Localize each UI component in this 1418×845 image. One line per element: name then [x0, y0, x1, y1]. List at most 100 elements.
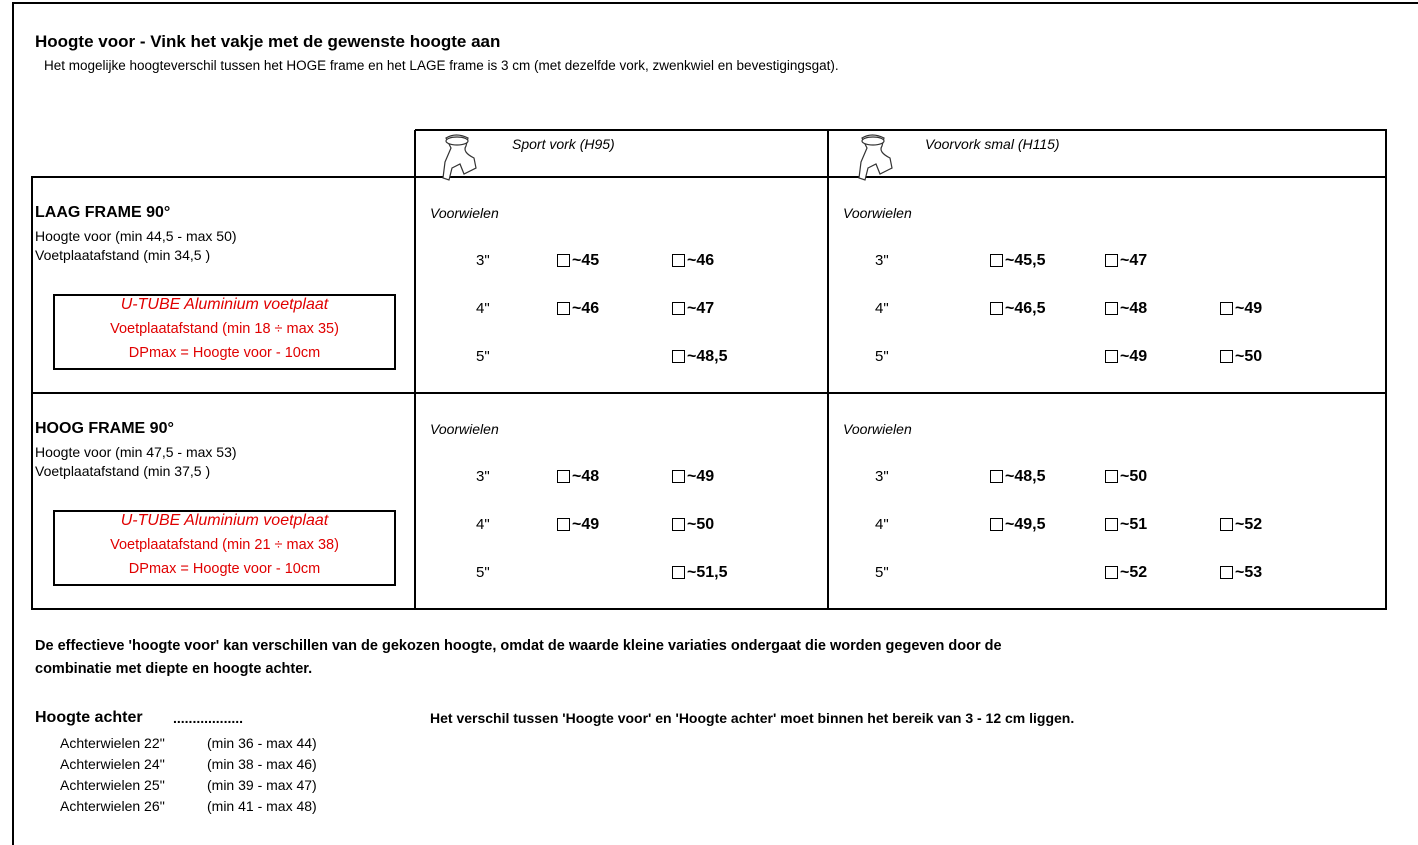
checkbox[interactable]: [1105, 566, 1118, 579]
checkbox[interactable]: [1105, 350, 1118, 363]
rear-wheel-range: (min 38 - max 46): [207, 756, 317, 772]
wheel-size: 5": [875, 348, 889, 365]
note-line: U-TUBE Aluminium voetplaat: [120, 296, 329, 313]
column-label: Voorvork smal (H115): [925, 136, 1060, 152]
checkbox[interactable]: [1220, 518, 1233, 531]
wheel-size: 3": [476, 252, 490, 269]
wheel-size: 4": [875, 516, 889, 533]
wheel-size: 5": [875, 564, 889, 581]
footer-note: De effectieve 'hoogte voor' kan verschil…: [35, 638, 1002, 654]
wheel-size: 3": [476, 468, 490, 485]
checkbox[interactable]: [672, 302, 685, 315]
rear-wheel-range: (min 39 - max 47): [207, 777, 317, 793]
cell-heading: Voorwielen: [843, 205, 912, 221]
wheel-size: 4": [476, 300, 490, 317]
checkbox[interactable]: [672, 566, 685, 579]
row-line: Hoogte voor (min 47,5 - max 53): [35, 444, 237, 460]
note-line: Voetplaatafstand (min 18 ÷ max 35): [110, 321, 339, 337]
option-value: ~47: [1120, 252, 1148, 269]
subtitle: Het mogelijke hoogteverschil tussen het …: [44, 58, 839, 73]
checkbox[interactable]: [557, 254, 570, 267]
checkbox[interactable]: [672, 254, 685, 267]
checkbox[interactable]: [990, 518, 1003, 531]
rear-wheel-label: Achterwielen 25'': [60, 777, 165, 793]
checkbox[interactable]: [1105, 302, 1118, 315]
option-value: ~51: [1120, 516, 1148, 533]
wheel-size: 3": [875, 468, 889, 485]
option-value: ~48,5: [1005, 468, 1046, 485]
option-value: ~49: [572, 516, 600, 533]
fork-icons: [442, 134, 893, 181]
checkbox[interactable]: [557, 470, 570, 483]
wheel-size: 4": [476, 516, 490, 533]
option-value: ~50: [687, 516, 715, 533]
rear-title: Hoogte achter: [35, 709, 143, 726]
checkbox[interactable]: [990, 254, 1003, 267]
option-value: ~50: [1120, 468, 1148, 485]
wheel-size: 5": [476, 564, 490, 581]
option-value: ~46: [572, 300, 600, 317]
option-value: ~47: [687, 300, 715, 317]
cell-heading: Voorwielen: [843, 421, 912, 437]
rear-wheel-label: Achterwielen 24'': [60, 756, 165, 772]
rear-wheel-range: (min 36 - max 44): [207, 735, 317, 751]
wheel-size: 3": [875, 252, 889, 269]
checkbox[interactable]: [672, 518, 685, 531]
note-box: [53, 294, 396, 370]
option-value: ~48,5: [687, 348, 728, 365]
checkbox[interactable]: [1220, 302, 1233, 315]
footer-note: combinatie met diepte en hoogte achter.: [35, 661, 313, 677]
option-value: ~48: [572, 468, 600, 485]
row-line: Voetplaatafstand (min 34,5 ): [35, 247, 211, 263]
option-value: ~53: [1235, 564, 1263, 581]
option-value: ~49: [687, 468, 715, 485]
option-value: ~49: [1120, 348, 1148, 365]
row-title: LAAG FRAME 90°: [35, 204, 171, 221]
checkbox[interactable]: [557, 302, 570, 315]
rear-wheel-label: Achterwielen 22'': [60, 735, 165, 751]
option-value: ~52: [1235, 516, 1263, 533]
option-value: ~48: [1120, 300, 1148, 317]
checkbox[interactable]: [1105, 470, 1118, 483]
rear-dots: ..................: [173, 710, 244, 726]
option-value: ~46: [687, 252, 715, 269]
note-line: DPmax = Hoogte voor - 10cm: [128, 345, 321, 361]
checkbox[interactable]: [990, 302, 1003, 315]
rear-wheel-label: Achterwielen 26'': [60, 798, 165, 814]
rear-message: Het verschil tussen 'Hoogte voor' en 'Ho…: [430, 710, 1075, 726]
option-value: ~51,5: [687, 564, 728, 581]
column-label: Sport vork (H95): [512, 136, 615, 152]
checkbox[interactable]: [1105, 518, 1118, 531]
frame-left: [12, 2, 14, 845]
option-value: ~46,5: [1005, 300, 1046, 317]
option-value: ~45: [572, 252, 600, 269]
title: Hoogte voor - Vink het vakje met de gewe…: [35, 32, 501, 51]
row-title: HOOG FRAME 90°: [35, 420, 174, 437]
rear-wheel-range: (min 41 - max 48): [207, 798, 317, 814]
checkbox[interactable]: [990, 470, 1003, 483]
wheel-size: 5": [476, 348, 490, 365]
option-value: ~52: [1120, 564, 1148, 581]
option-value: ~45,5: [1005, 252, 1046, 269]
checkbox[interactable]: [672, 470, 685, 483]
option-value: ~49,5: [1005, 516, 1046, 533]
checkbox[interactable]: [557, 518, 570, 531]
checkbox[interactable]: [672, 350, 685, 363]
frame-top: [12, 2, 1418, 4]
note-line: DPmax = Hoogte voor - 10cm: [128, 561, 321, 577]
note-box: [53, 510, 396, 586]
row-line: Voetplaatafstand (min 37,5 ): [35, 463, 211, 479]
note-line: Voetplaatafstand (min 21 ÷ max 38): [110, 537, 339, 553]
cell-heading: Voorwielen: [430, 205, 499, 221]
note-line: U-TUBE Aluminium voetplaat: [120, 512, 329, 529]
option-value: ~49: [1235, 300, 1263, 317]
option-value: ~50: [1235, 348, 1263, 365]
row-line: Hoogte voor (min 44,5 - max 50): [35, 228, 237, 244]
checkbox[interactable]: [1220, 566, 1233, 579]
wheel-size: 4": [875, 300, 889, 317]
cell-heading: Voorwielen: [430, 421, 499, 437]
checkbox[interactable]: [1220, 350, 1233, 363]
checkbox[interactable]: [1105, 254, 1118, 267]
